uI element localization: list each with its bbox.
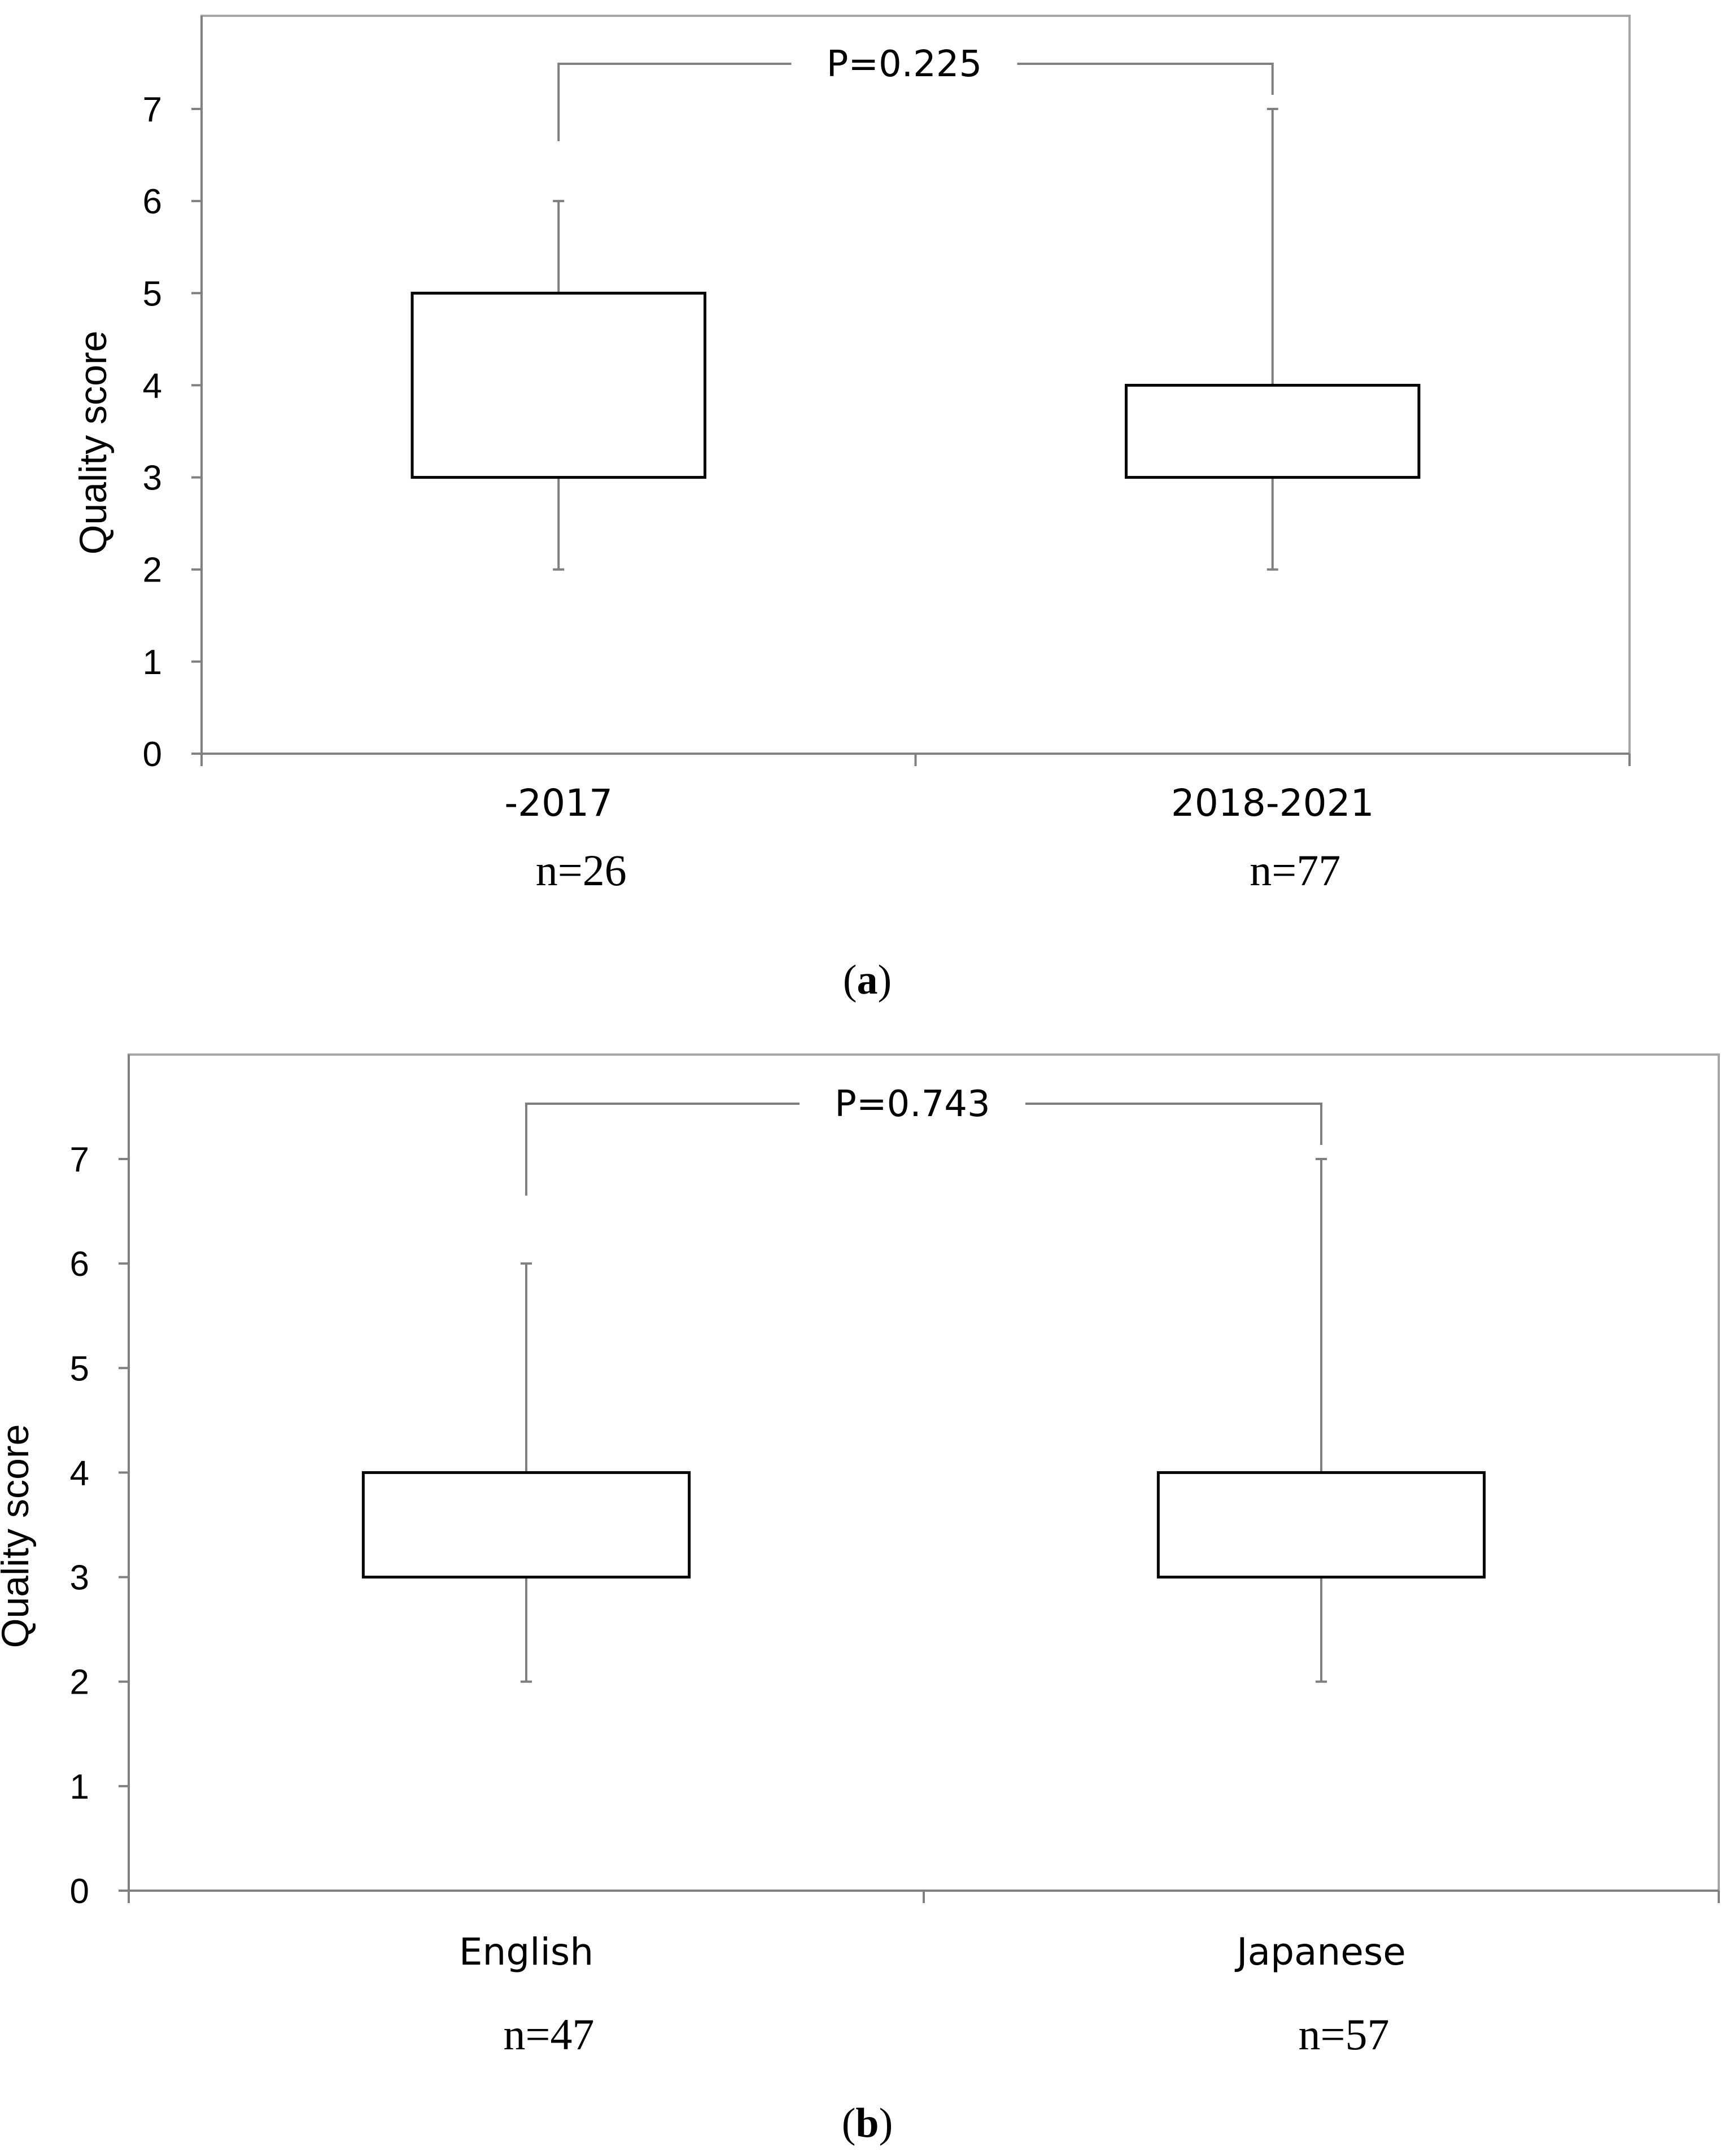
category-label: English: [459, 1930, 593, 1974]
y-tick-label: 3: [70, 1559, 89, 1598]
y-tick-label: 3: [143, 459, 162, 498]
sample-size-label: n=26: [536, 846, 627, 895]
y-axis-label: Quality score: [72, 331, 115, 555]
category-label: -2017: [504, 781, 613, 825]
p-value-label: P=0.225: [827, 43, 982, 85]
category-label: 2018-2021: [1171, 781, 1374, 825]
significance-bracket-left: [557, 63, 792, 142]
p-value-label: P=0.743: [835, 1083, 990, 1125]
chart-panel-a: 0 1 2 3 4 5 6 7 Quality score -2017 n=26 2018-2021 n…: [72, 15, 1631, 1003]
panel-caption: (b): [842, 2100, 893, 2146]
y-tick-label: 2: [143, 551, 162, 590]
significance-bracket-right: [1025, 1103, 1322, 1145]
y-tick-label: 2: [70, 1663, 89, 1702]
y-tick-label: 7: [70, 1140, 89, 1179]
caption-paren-close: ): [878, 957, 892, 1003]
y-tick-label: 7: [143, 90, 162, 129]
y-tick-label: 4: [143, 366, 162, 405]
y-tick-label: 0: [70, 1872, 89, 1911]
y-tick-label: 5: [143, 274, 162, 313]
caption-letter: b: [855, 2100, 879, 2146]
sample-size-label: n=47: [504, 2010, 595, 2059]
y-axis-label: Quality score: [0, 1424, 37, 1648]
y-tick-label: 6: [143, 182, 162, 221]
box--2017: [410, 291, 706, 479]
significance-bracket-left: [525, 1103, 800, 1196]
y-tick-label: 0: [143, 735, 162, 774]
panel-caption: (a): [843, 957, 892, 1003]
y-tick-label: 4: [70, 1454, 89, 1493]
box-2018-2021: [1125, 383, 1421, 479]
y-tick-label: 5: [70, 1349, 89, 1388]
significance-bracket-right: [1017, 63, 1274, 95]
y-tick-label: 6: [70, 1245, 89, 1284]
y-tick-label: 1: [143, 643, 162, 682]
caption-paren-close: ): [879, 2100, 893, 2146]
chart-panel-b: 0 1 2 3 4 5 6 7 Quality score English n=47 Japanese…: [0, 1053, 1720, 2146]
y-tick-label: 1: [70, 1768, 89, 1807]
box-Japanese: [1156, 1471, 1486, 1579]
caption-letter: a: [857, 957, 878, 1003]
caption-paren-open: (: [843, 957, 857, 1003]
box-English: [361, 1471, 691, 1579]
sample-size-label: n=57: [1299, 2010, 1390, 2059]
caption-paren-open: (: [842, 2100, 856, 2146]
category-label: Japanese: [1234, 1930, 1406, 1974]
sample-size-label: n=77: [1250, 846, 1340, 895]
